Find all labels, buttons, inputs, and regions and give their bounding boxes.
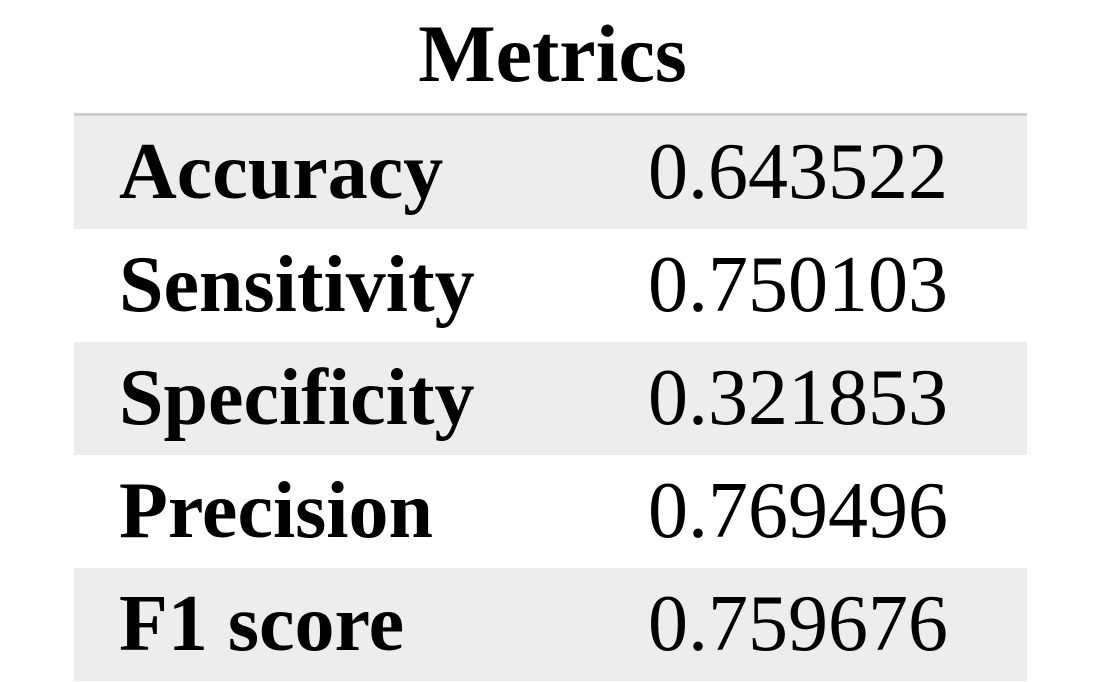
- metric-label: Precision: [119, 467, 434, 555]
- metric-value: 0.769496: [648, 467, 948, 555]
- table-row-sensitivity: Sensitivity 0.750103: [74, 229, 1027, 342]
- metric-value: 0.759676: [648, 580, 948, 668]
- metrics-table: Accuracy 0.643522 Sensitivity 0.750103 S…: [74, 116, 1027, 681]
- metric-value: 0.643522: [648, 128, 948, 216]
- table-row-precision: Precision 0.769496: [74, 455, 1027, 568]
- metric-value: 0.321853: [648, 354, 948, 442]
- header-divider: [74, 113, 1027, 116]
- table-row-f1-score: F1 score 0.759676: [74, 568, 1027, 681]
- table-row-accuracy: Accuracy 0.643522: [74, 116, 1027, 229]
- metric-label: F1 score: [119, 580, 405, 668]
- metric-label: Accuracy: [119, 128, 444, 216]
- metric-value: 0.750103: [648, 241, 948, 329]
- table-title: Metrics: [418, 8, 687, 99]
- metric-label: Sensitivity: [119, 241, 475, 329]
- metric-label: Specificity: [119, 354, 475, 442]
- table-row-specificity: Specificity 0.321853: [74, 342, 1027, 455]
